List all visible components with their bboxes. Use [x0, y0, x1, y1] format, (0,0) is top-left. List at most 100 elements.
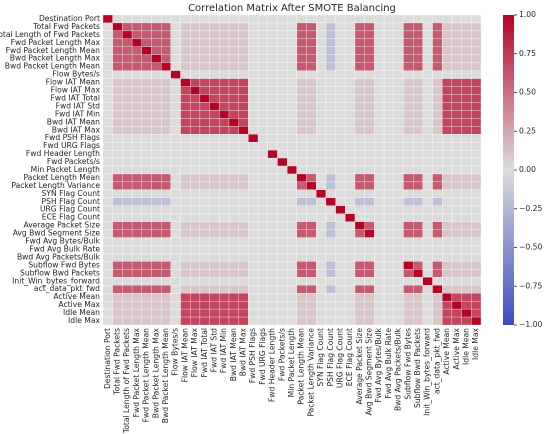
- heatmap-cell: [257, 142, 268, 151]
- heatmap-cell: [112, 245, 123, 254]
- heatmap-cell: [180, 110, 191, 119]
- heatmap-cell: [422, 213, 433, 222]
- heatmap-cell: [102, 237, 113, 246]
- heatmap-cell: [267, 165, 278, 175]
- heatmap-cell: [102, 229, 113, 238]
- heatmap-cell: [354, 253, 365, 262]
- heatmap-cell: [335, 189, 346, 198]
- heatmap-cell: [141, 70, 152, 79]
- heatmap-cell: [219, 62, 230, 71]
- heatmap-cell: [354, 62, 365, 71]
- heatmap-cell: [209, 221, 220, 230]
- heatmap-cell: [316, 118, 327, 127]
- heatmap-cell: [442, 102, 453, 111]
- heatmap-cell: [257, 102, 268, 111]
- heatmap-cell: [306, 102, 317, 111]
- heatmap-cell: [170, 237, 181, 246]
- heatmap-cell: [151, 78, 162, 87]
- heatmap-cell: [383, 301, 394, 310]
- heatmap-cell: [199, 293, 210, 302]
- heatmap-cell: [161, 78, 171, 87]
- heatmap-cell: [257, 165, 268, 175]
- heatmap-cell: [238, 70, 249, 79]
- heatmap-cell: [335, 229, 346, 238]
- x-tick-label: Flow IAT Mean: [180, 328, 189, 383]
- heatmap-cell: [267, 62, 278, 71]
- heatmap-cell: [471, 181, 482, 191]
- heatmap-cell: [345, 221, 356, 230]
- heatmap-cell: [131, 245, 142, 254]
- heatmap-cell: [316, 165, 327, 175]
- heatmap-cell: [461, 149, 472, 159]
- heatmap-cell: [122, 46, 133, 55]
- heatmap-cell: [238, 102, 249, 111]
- heatmap-cell: [374, 78, 385, 87]
- heatmap-cell: [364, 134, 375, 143]
- heatmap-cell: [306, 285, 317, 294]
- heatmap-cell: [316, 86, 327, 95]
- heatmap-cell: [364, 189, 375, 198]
- heatmap-cell: [374, 22, 385, 32]
- heatmap-cell: [306, 38, 317, 47]
- heatmap-cell: [403, 38, 414, 47]
- heatmap-cell: [403, 229, 414, 238]
- heatmap-cell: [422, 86, 433, 95]
- heatmap-cell: [393, 142, 404, 151]
- heatmap-cell: [151, 181, 162, 191]
- heatmap-cell: [248, 62, 259, 71]
- heatmap-cell: [374, 142, 385, 151]
- heatmap-cell: [219, 142, 230, 151]
- heatmap-cell: [316, 110, 327, 119]
- heatmap-cell: [451, 22, 462, 32]
- heatmap-cell: [238, 285, 249, 294]
- heatmap-cell: [354, 54, 365, 63]
- heatmap-cell: [393, 134, 404, 143]
- heatmap-cell: [296, 269, 307, 278]
- heatmap-cell: [199, 78, 210, 87]
- heatmap-cell: [471, 173, 482, 183]
- heatmap-cell: [199, 22, 210, 32]
- heatmap-cell: [393, 316, 404, 326]
- heatmap-cell: [170, 316, 181, 326]
- heatmap-cell: [383, 197, 394, 206]
- heatmap-cell: [354, 14, 365, 24]
- heatmap-cell: [403, 316, 414, 326]
- heatmap-cell: [219, 173, 230, 183]
- heatmap-cell: [131, 78, 142, 87]
- heatmap-cell: [277, 126, 288, 135]
- heatmap-cell: [403, 301, 414, 310]
- heatmap-cell: [364, 308, 375, 318]
- heatmap-cell: [131, 189, 142, 198]
- heatmap-cell: [306, 213, 317, 222]
- heatmap-cell: [209, 308, 220, 318]
- heatmap-cell: [151, 229, 162, 238]
- heatmap-cell: [190, 245, 201, 254]
- x-tick-label: Fwd Header Length: [268, 328, 277, 402]
- heatmap-cell: [122, 22, 133, 32]
- heatmap-cell: [277, 30, 288, 39]
- heatmap-cell: [238, 221, 249, 230]
- heatmap-cell: [354, 134, 365, 143]
- heatmap-cell: [471, 142, 482, 151]
- heatmap-cell: [296, 110, 307, 119]
- heatmap-cell: [345, 316, 356, 326]
- heatmap-cell: [325, 237, 336, 246]
- heatmap-cell: [141, 86, 152, 95]
- heatmap-cell: [277, 70, 288, 79]
- heatmap-cell: [316, 30, 327, 39]
- heatmap-cell: [209, 293, 220, 302]
- heatmap-cell: [228, 38, 239, 47]
- y-tick-label: Fwd IAT Min: [55, 109, 100, 118]
- heatmap-cell: [287, 301, 297, 310]
- heatmap-cell: [161, 70, 171, 79]
- heatmap-cell: [199, 253, 210, 262]
- heatmap-cell: [354, 189, 365, 198]
- heatmap-cell: [257, 134, 268, 143]
- heatmap-cell: [180, 165, 191, 175]
- heatmap-cell: [170, 14, 181, 24]
- heatmap-cell: [141, 181, 152, 191]
- heatmap-cell: [112, 54, 123, 63]
- heatmap-cell: [180, 86, 191, 95]
- heatmap-cell: [287, 134, 297, 143]
- heatmap-cell: [277, 62, 288, 71]
